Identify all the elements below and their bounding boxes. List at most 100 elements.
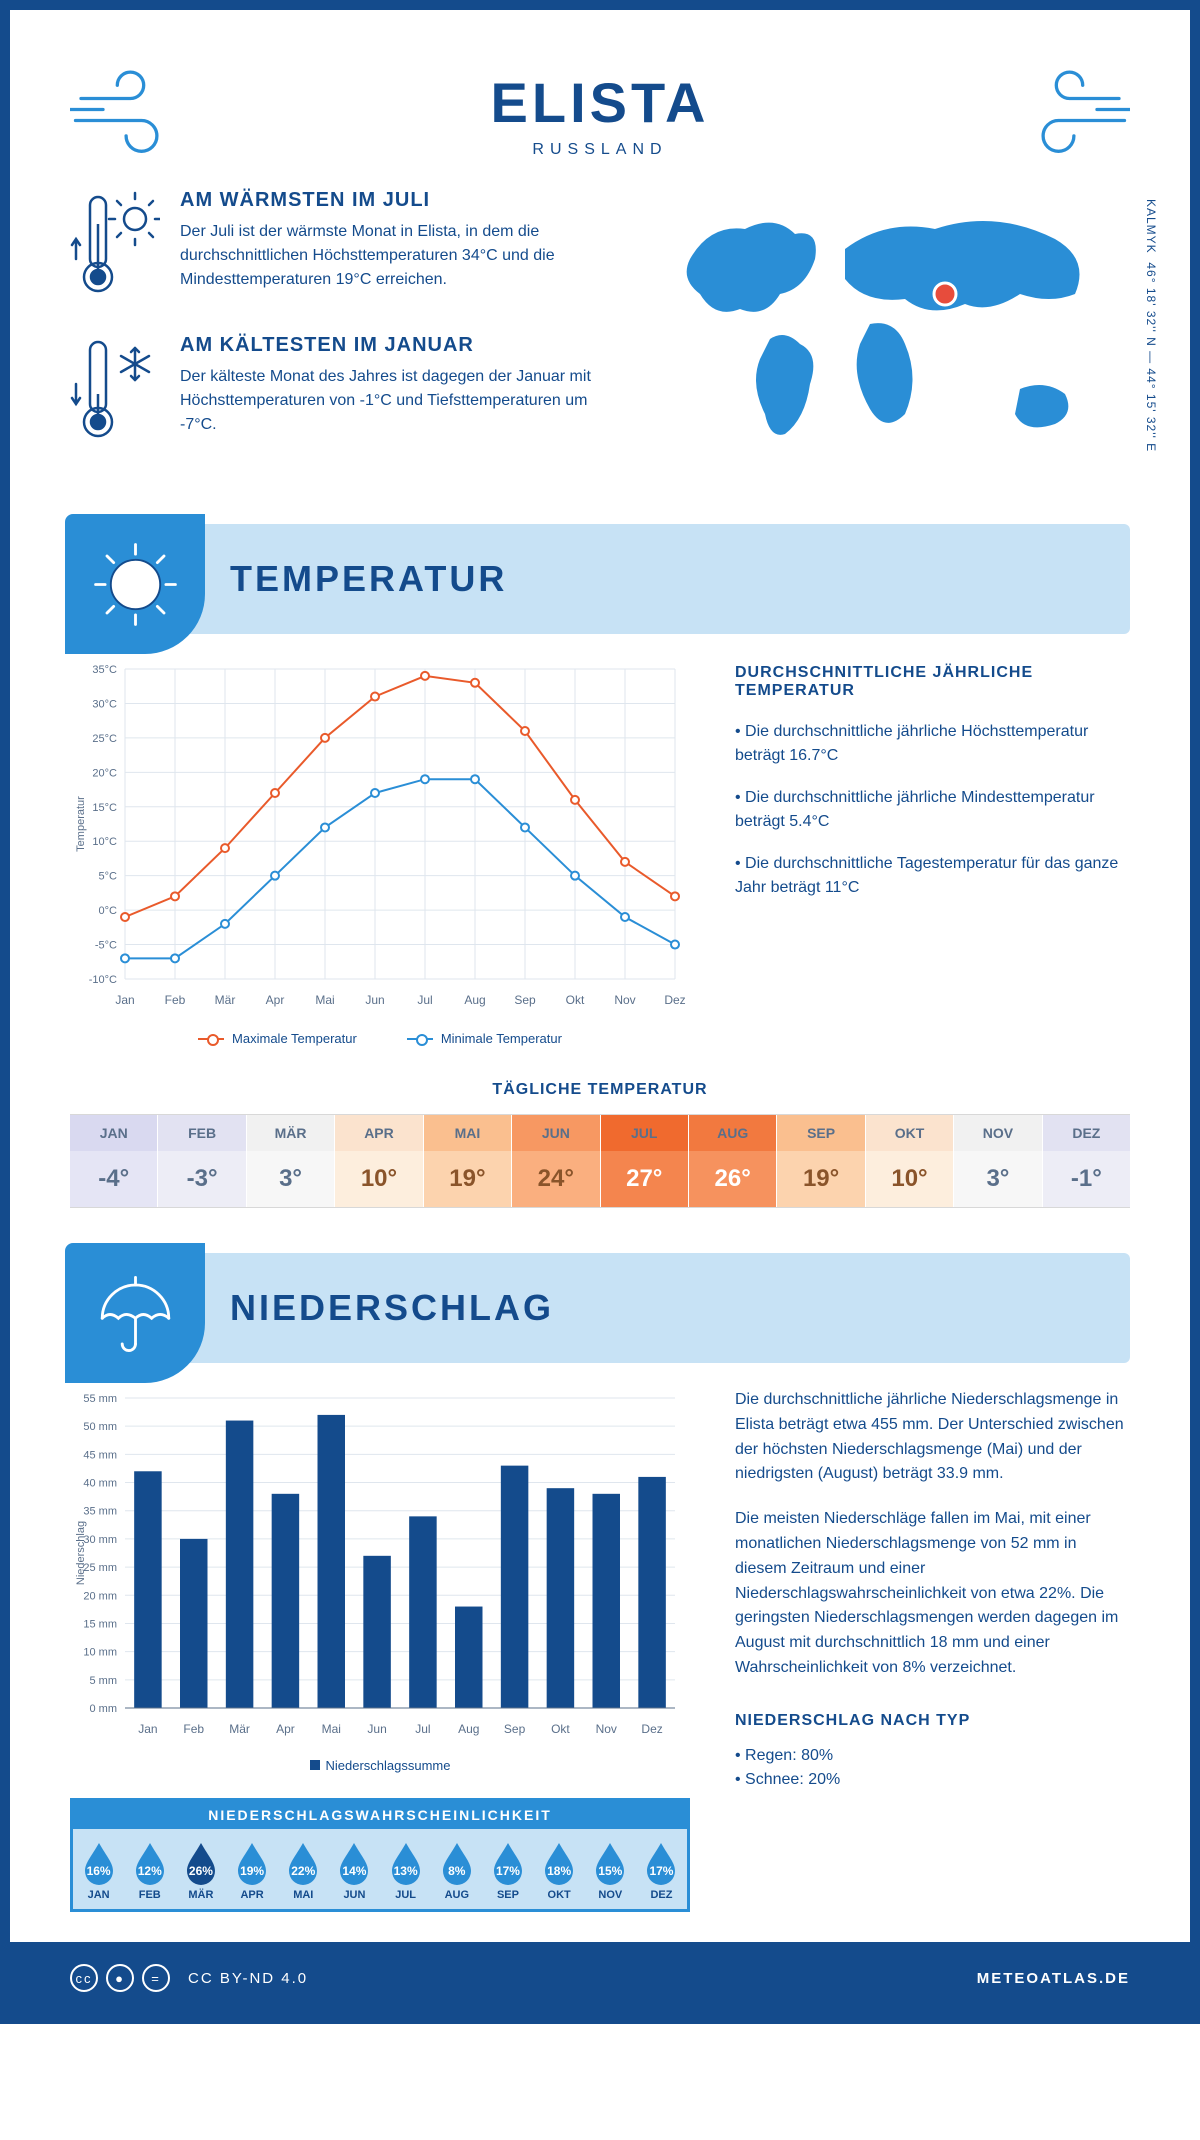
- prob-cell: 13% JUL: [380, 1829, 431, 1909]
- svg-text:20 mm: 20 mm: [83, 1590, 117, 1602]
- precip-type-item: • Schnee: 20%: [735, 1768, 1130, 1793]
- daily-cell: FEB -3°: [157, 1115, 245, 1207]
- coordinates: KALMYK 46° 18' 32'' N — 44° 15' 32'' E: [1144, 199, 1158, 452]
- svg-text:Aug: Aug: [458, 1722, 479, 1736]
- nd-icon: =: [142, 1964, 170, 1992]
- svg-text:Jul: Jul: [417, 993, 432, 1007]
- sun-icon: [65, 514, 205, 654]
- svg-text:Nov: Nov: [614, 993, 635, 1007]
- raindrop-icon: 18%: [541, 1841, 577, 1885]
- raindrop-icon: 16%: [81, 1841, 117, 1885]
- svg-text:Dez: Dez: [641, 1722, 662, 1736]
- svg-text:10 mm: 10 mm: [83, 1647, 117, 1659]
- prob-cell: 8% AUG: [431, 1829, 482, 1909]
- svg-text:Jan: Jan: [138, 1722, 157, 1736]
- prob-cell: 19% APR: [227, 1829, 278, 1909]
- svg-text:Niederschlag: Niederschlag: [75, 1521, 87, 1585]
- svg-text:30°C: 30°C: [92, 698, 117, 710]
- daily-temp-title: TÄGLICHE TEMPERATUR: [70, 1081, 1130, 1099]
- svg-text:10°C: 10°C: [92, 836, 117, 848]
- svg-text:Jul: Jul: [415, 1722, 430, 1736]
- temperature-line-chart: -10°C-5°C0°C5°C10°C15°C20°C25°C30°C35°CJ…: [70, 659, 690, 1046]
- svg-text:40 mm: 40 mm: [83, 1478, 117, 1490]
- svg-text:20°C: 20°C: [92, 767, 117, 779]
- prob-cell: 18% OKT: [534, 1829, 585, 1909]
- daily-cell: AUG 26°: [688, 1115, 776, 1207]
- prob-cell: 16% JAN: [73, 1829, 124, 1909]
- daily-cell: MAI 19°: [423, 1115, 511, 1207]
- prob-cell: 22% MAI: [278, 1829, 329, 1909]
- daily-cell: DEZ -1°: [1042, 1115, 1130, 1207]
- svg-text:25 mm: 25 mm: [83, 1562, 117, 1574]
- svg-text:35 mm: 35 mm: [83, 1506, 117, 1518]
- chart-legend: Maximale Temperatur Minimale Temperatur: [70, 1031, 690, 1046]
- svg-text:Jun: Jun: [365, 993, 384, 1007]
- svg-text:-10°C: -10°C: [89, 974, 117, 986]
- svg-text:50 mm: 50 mm: [83, 1421, 117, 1433]
- city-name: ELISTA: [70, 70, 1130, 135]
- prob-cell: 17% SEP: [482, 1829, 533, 1909]
- svg-text:Mär: Mär: [229, 1722, 250, 1736]
- precipitation-bar-chart: 0 mm5 mm10 mm15 mm20 mm25 mm30 mm35 mm40…: [70, 1388, 690, 1773]
- world-map: KALMYK 46° 18' 32'' N — 44° 15' 32'' E: [660, 189, 1130, 479]
- header: ELISTA RUSSLAND: [70, 60, 1130, 189]
- svg-text:Sep: Sep: [504, 1722, 526, 1736]
- svg-text:5 mm: 5 mm: [90, 1675, 118, 1687]
- svg-text:Feb: Feb: [183, 1722, 204, 1736]
- svg-text:Feb: Feb: [165, 993, 186, 1007]
- cc-icon: cc: [70, 1964, 98, 1992]
- svg-text:45 mm: 45 mm: [83, 1449, 117, 1461]
- precipitation-banner: NIEDERSCHLAG: [70, 1253, 1130, 1363]
- svg-text:Sep: Sep: [514, 993, 536, 1007]
- temperature-banner: TEMPERATUR: [70, 524, 1130, 634]
- precip-probability-box: NIEDERSCHLAGSWAHRSCHEINLICHKEIT 16% JAN …: [70, 1798, 690, 1912]
- section-title: TEMPERATUR: [230, 558, 507, 600]
- svg-text:55 mm: 55 mm: [83, 1393, 117, 1405]
- svg-text:25°C: 25°C: [92, 733, 117, 745]
- raindrop-icon: 17%: [643, 1841, 679, 1885]
- svg-text:Temperatur: Temperatur: [75, 796, 87, 852]
- svg-text:35°C: 35°C: [92, 664, 117, 676]
- raindrop-icon: 13%: [388, 1841, 424, 1885]
- prob-cell: 17% DEZ: [636, 1829, 687, 1909]
- wind-icon: [70, 60, 180, 170]
- daily-cell: APR 10°: [334, 1115, 422, 1207]
- daily-cell: MÄR 3°: [246, 1115, 334, 1207]
- raindrop-icon: 19%: [234, 1841, 270, 1885]
- temperature-summary: DURCHSCHNITTLICHE JÄHRLICHE TEMPERATUR •…: [735, 659, 1130, 1046]
- by-icon: ●: [106, 1964, 134, 1992]
- intro-row: AM WÄRMSTEN IM JULI Der Juli ist der wär…: [70, 189, 1130, 479]
- svg-text:Jan: Jan: [115, 993, 134, 1007]
- daily-cell: JUN 24°: [511, 1115, 599, 1207]
- precip-type-item: • Regen: 80%: [735, 1744, 1130, 1769]
- page-container: ELISTA RUSSLAND: [0, 0, 1200, 2024]
- thermometer-sun-icon: [70, 189, 160, 299]
- svg-text:15°C: 15°C: [92, 802, 117, 814]
- prob-cell: 14% JUN: [329, 1829, 380, 1909]
- svg-text:Okt: Okt: [566, 993, 585, 1007]
- raindrop-icon: 12%: [132, 1841, 168, 1885]
- svg-text:Mär: Mär: [215, 993, 236, 1007]
- raindrop-icon: 22%: [285, 1841, 321, 1885]
- thermometer-snow-icon: [70, 334, 160, 444]
- summary-title: DURCHSCHNITTLICHE JÄHRLICHE TEMPERATUR: [735, 664, 1130, 700]
- svg-text:Dez: Dez: [664, 993, 685, 1007]
- daily-cell: JUL 27°: [600, 1115, 688, 1207]
- summary-paragraph: Die meisten Niederschläge fallen im Mai,…: [735, 1507, 1130, 1681]
- svg-text:Jun: Jun: [367, 1722, 386, 1736]
- license-text: CC BY-ND 4.0: [188, 1970, 308, 1987]
- summary-paragraph: Die durchschnittliche jährliche Niedersc…: [735, 1388, 1130, 1487]
- coldest-text: Der kälteste Monat des Jahres ist dagege…: [180, 365, 610, 437]
- coldest-title: AM KÄLTESTEN IM JANUAR: [180, 334, 610, 357]
- summary-item: • Die durchschnittliche Tagestemperatur …: [735, 852, 1130, 900]
- raindrop-icon: 14%: [336, 1841, 372, 1885]
- site-name: METEOATLAS.DE: [977, 1970, 1130, 1987]
- svg-text:0 mm: 0 mm: [90, 1703, 118, 1715]
- raindrop-icon: 8%: [439, 1841, 475, 1885]
- chart-legend: Niederschlagssumme: [70, 1758, 690, 1773]
- warmest-title: AM WÄRMSTEN IM JULI: [180, 189, 610, 212]
- prob-cell: 12% FEB: [124, 1829, 175, 1909]
- svg-text:0°C: 0°C: [99, 905, 118, 917]
- svg-text:Mai: Mai: [322, 1722, 341, 1736]
- daily-cell: SEP 19°: [776, 1115, 864, 1207]
